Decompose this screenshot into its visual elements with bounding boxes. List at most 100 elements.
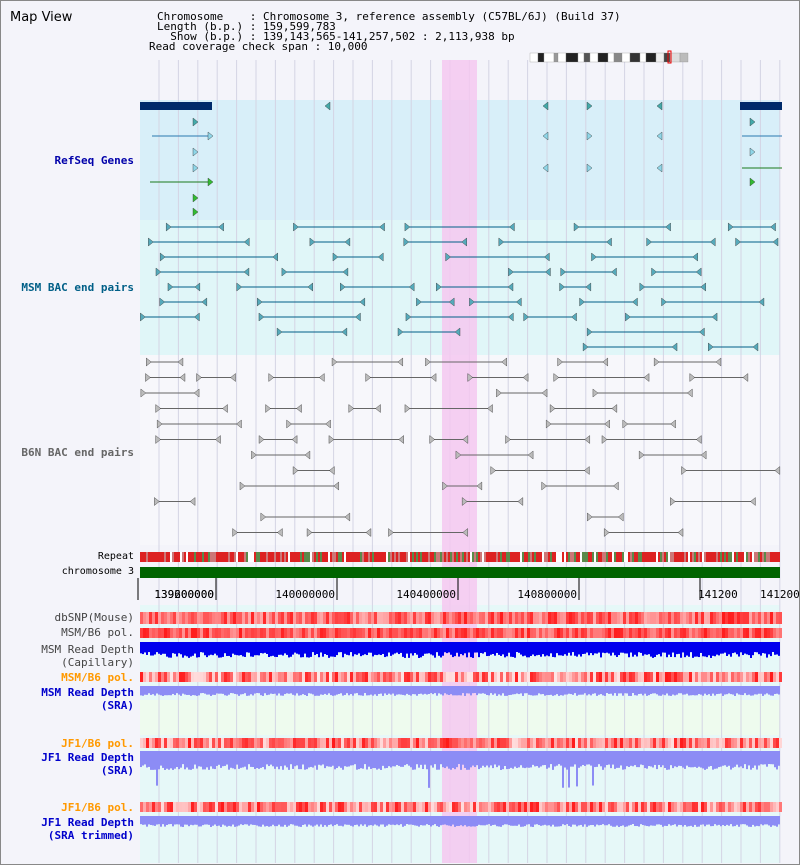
depth-bar — [464, 816, 466, 826]
depth-bar — [756, 751, 758, 770]
b6n-bac-pair-end — [177, 357, 184, 367]
heat-cell — [260, 628, 263, 638]
heat-cell — [365, 628, 368, 638]
heat-cell — [572, 612, 575, 624]
repeat-element — [352, 552, 354, 562]
depth-bar — [654, 816, 656, 826]
depth-bar — [298, 686, 300, 696]
repeat-element — [182, 552, 184, 562]
heat-cell — [653, 628, 656, 638]
heat-cell — [488, 612, 491, 624]
ideogram-band — [553, 52, 559, 63]
depth-bar — [350, 751, 352, 766]
heat-cell — [320, 802, 323, 812]
repeat-element — [772, 552, 774, 562]
refseq-gene-arrow — [749, 147, 756, 157]
heat-cell — [683, 672, 686, 682]
depth-bar — [390, 751, 392, 768]
depth-bar — [592, 816, 594, 826]
heat-cell — [587, 612, 590, 624]
heat-cell — [266, 802, 269, 812]
depth-bar — [472, 751, 474, 766]
heat-cell — [596, 612, 599, 624]
depth-bar — [396, 751, 398, 766]
heat-cell — [542, 628, 545, 638]
heat-cell — [632, 612, 635, 624]
depth-bar — [398, 642, 400, 655]
depth-bar — [338, 686, 340, 694]
heat-cell — [701, 738, 704, 748]
heat-cell — [164, 628, 167, 638]
heat-cell — [206, 738, 209, 748]
repeat-element — [546, 552, 548, 562]
heat-cell — [401, 672, 404, 682]
b6n-bac-end-pairs-label[interactable]: B6N BAC end pairs — [21, 446, 134, 459]
repeat-element — [710, 552, 712, 562]
heat-cell — [245, 738, 248, 748]
heat-cell — [332, 628, 335, 638]
heat-cell — [611, 628, 614, 638]
heat-cell — [470, 802, 473, 812]
heat-cell — [539, 628, 542, 638]
depth-bar — [444, 642, 446, 653]
heat-cell — [395, 628, 398, 638]
depth-bar — [282, 816, 284, 827]
msm-read-depth-sra-bars — [140, 686, 780, 696]
heat-cell — [521, 628, 524, 638]
depth-bar — [484, 642, 486, 653]
depth-bar — [188, 816, 190, 827]
depth-bar — [360, 751, 362, 769]
refseq-genes-label[interactable]: RefSeq Genes — [54, 154, 134, 167]
depth-bar — [650, 816, 652, 826]
axis-tick-label: 140400000 — [396, 588, 456, 601]
heat-cell — [743, 672, 746, 682]
depth-bar — [238, 642, 240, 656]
repeat-element — [454, 552, 456, 562]
repeat-element — [754, 552, 756, 562]
depth-bar — [402, 642, 404, 657]
heat-cell — [383, 672, 386, 682]
heat-cell — [704, 672, 707, 682]
heat-cell — [581, 802, 584, 812]
depth-bar — [440, 642, 442, 658]
heat-cell — [608, 672, 611, 682]
depth-bar — [484, 816, 486, 826]
depth-bar — [682, 816, 684, 827]
heat-cell — [662, 612, 665, 624]
ideogram-band — [613, 52, 623, 63]
depth-bar — [658, 751, 660, 765]
depth-bar — [564, 642, 566, 655]
heat-cell — [740, 738, 743, 748]
repeat-element — [576, 552, 578, 562]
depth-bar — [486, 751, 488, 766]
heat-cell — [512, 672, 515, 682]
depth-bar — [726, 686, 728, 695]
msm-bac-pair-end — [307, 282, 313, 292]
heat-cell — [326, 738, 329, 748]
depth-bar — [696, 816, 698, 827]
depth-bar — [586, 642, 588, 653]
heat-cell — [413, 612, 416, 624]
depth-bar — [664, 642, 666, 653]
repeat-element — [490, 552, 492, 562]
heat-cell — [473, 738, 476, 748]
heat-cell — [287, 802, 290, 812]
depth-bar — [216, 686, 218, 694]
depth-bar — [776, 751, 778, 770]
heat-cell — [413, 672, 416, 682]
depth-bar — [232, 642, 234, 654]
heat-cell — [464, 672, 467, 682]
heat-cell — [221, 612, 224, 624]
depth-bar — [158, 816, 160, 825]
heat-cell — [572, 672, 575, 682]
heat-cell — [620, 738, 623, 748]
heat-cell — [254, 628, 257, 638]
msm-bac-end-pairs-label[interactable]: MSM BAC end pairs — [21, 281, 134, 294]
repeat-element — [614, 552, 616, 562]
heat-cell — [161, 738, 164, 748]
heat-cell — [698, 802, 701, 812]
depth-bar — [600, 642, 602, 658]
depth-bar — [304, 642, 306, 654]
depth-bar — [602, 751, 604, 770]
